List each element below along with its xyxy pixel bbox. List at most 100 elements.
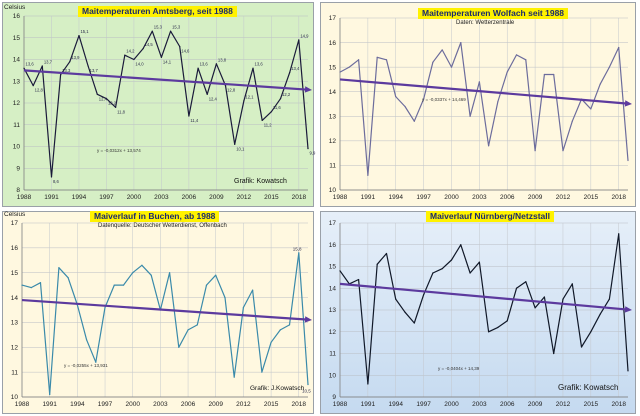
data-label: 12,8 (35, 88, 44, 93)
trend-arrow-head (624, 306, 632, 313)
x-tick-label: 2012 (237, 194, 252, 201)
data-point (270, 111, 272, 113)
data-label: 14,2 (126, 49, 135, 54)
x-tick-label: 2003 (153, 401, 168, 408)
x-tick-label: 2015 (264, 401, 279, 408)
y-tick-label: 14 (329, 285, 337, 292)
x-tick-label: 1997 (416, 194, 431, 201)
y-tick-label: 11 (11, 369, 18, 376)
data-point (441, 268, 443, 270)
x-tick-label: 1991 (361, 194, 376, 201)
data-point (261, 371, 263, 373)
x-tick-label: 1997 (416, 401, 431, 408)
data-point (85, 339, 88, 341)
y-tick-label: 15 (329, 64, 337, 71)
data-point (150, 274, 152, 276)
data-label: 15,8 (293, 246, 302, 251)
data-point (234, 143, 236, 145)
trend-line (339, 78, 627, 105)
y-tick-label: 10 (329, 187, 337, 194)
chart-subtitle: Datenquelle: Deutscher Wetterdienst, Off… (98, 223, 227, 229)
data-point (432, 61, 434, 63)
data-point (450, 259, 453, 261)
x-tick-label: 2009 (209, 194, 224, 201)
data-point (580, 346, 583, 348)
data-point (279, 98, 282, 100)
x-tick-label: 1994 (70, 401, 85, 408)
x-tick-label: 2000 (444, 401, 459, 408)
data-point (133, 58, 135, 61)
data-point (348, 66, 350, 68)
data-point (571, 283, 573, 285)
data-point (395, 96, 397, 98)
data-point (627, 159, 629, 162)
x-tick-label: 2015 (264, 194, 279, 201)
x-tick-label: 2000 (444, 194, 459, 201)
data-point (224, 85, 227, 87)
data-point (460, 41, 462, 44)
x-tick-label: 1994 (72, 194, 87, 201)
series-line (21, 252, 309, 396)
data-point (78, 34, 80, 37)
x-tick-label: 2009 (528, 194, 543, 201)
data-point (525, 59, 527, 61)
data-point (562, 298, 564, 300)
x-tick-label: 2003 (472, 194, 487, 201)
data-point (169, 272, 171, 274)
data-label: 13,7 (44, 60, 53, 65)
data-point (298, 252, 300, 254)
data-point (243, 100, 245, 102)
data-point (67, 277, 69, 279)
x-tick-label: 2018 (611, 194, 626, 201)
data-point (307, 383, 309, 386)
data-point (270, 341, 272, 343)
data-point (515, 287, 518, 289)
trendline-equation: y = -0,0255x + 13,931 (64, 363, 108, 368)
data-point (187, 329, 189, 331)
y-tick-label: 15 (13, 35, 21, 42)
y-tick-label: 13 (13, 78, 21, 85)
data-point (608, 298, 611, 300)
data-point (160, 56, 163, 58)
data-label: 12,4 (209, 96, 218, 101)
data-point (142, 48, 144, 50)
data-point (488, 331, 490, 333)
data-point (553, 73, 555, 76)
data-label: 15,1 (80, 29, 89, 34)
data-label: 14,5 (145, 42, 154, 47)
y-tick-label: 12 (11, 344, 19, 351)
data-point (404, 311, 406, 313)
y-tick-label: 12 (329, 138, 337, 145)
x-tick-label: 2009 (528, 401, 543, 408)
data-point (339, 71, 341, 73)
trendline-equation: y = -0,0404x + 14,39 (438, 366, 480, 371)
y-tick-label: 9 (332, 394, 336, 401)
data-point (395, 298, 397, 300)
data-point (169, 30, 172, 32)
data-point (205, 284, 208, 286)
x-tick-label: 2018 (292, 401, 307, 408)
data-point (288, 324, 291, 326)
series-line (339, 41, 629, 176)
x-tick-label: 1994 (389, 194, 404, 201)
x-tick-label: 1991 (361, 401, 376, 408)
data-point (562, 150, 564, 152)
chart-panel-amtsberg: 8 9 10 11 12 13 14 15 16 1988 1991 1994 1997 2000 2003… (2, 2, 316, 207)
x-tick-label: 2018 (292, 194, 307, 201)
data-point (224, 296, 226, 299)
x-tick-label: 2012 (556, 401, 571, 408)
data-point (197, 67, 199, 69)
data-point (289, 71, 291, 74)
y-tick-label: 11 (329, 163, 336, 170)
trendline-equation: y = -0,0337x + 14,469 (422, 97, 466, 102)
data-point (307, 148, 309, 150)
x-tick-label: 1988 (333, 194, 348, 201)
data-point (215, 63, 217, 65)
data-point (608, 66, 611, 68)
chart-title: Maiverlauf Nürnberg/Netzstall (426, 211, 554, 222)
data-point (478, 261, 480, 263)
data-point (571, 120, 573, 122)
data-point (252, 289, 254, 291)
data-point (413, 120, 415, 122)
x-tick-label: 1997 (99, 194, 114, 201)
